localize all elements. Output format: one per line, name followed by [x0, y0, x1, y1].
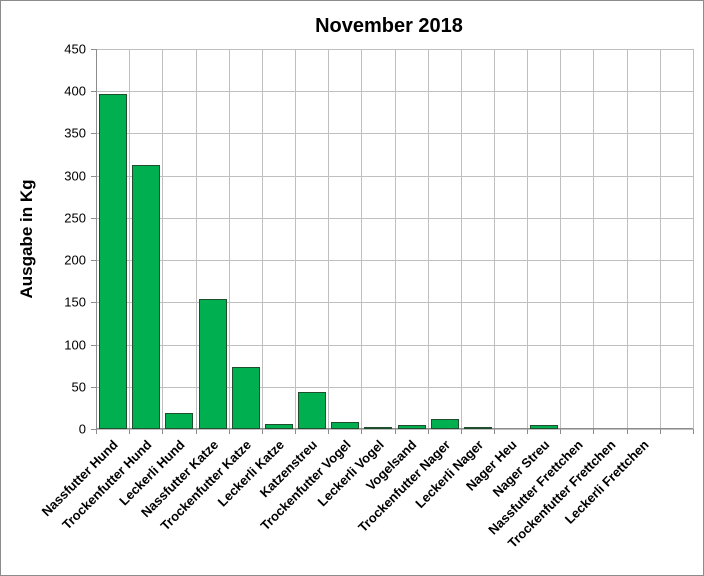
x-tick-mark: [262, 429, 263, 434]
y-tick-mark: [91, 302, 96, 304]
gridline-vertical: [328, 49, 329, 429]
gridline-horizontal: [96, 217, 693, 219]
gridline-vertical: [196, 49, 197, 429]
x-tick-mark: [229, 429, 230, 434]
y-tick-label: 350: [64, 125, 86, 141]
y-axis-label: Ausgabe in Kg: [17, 179, 36, 299]
y-tick-label: 450: [64, 41, 86, 57]
y-tick-mark: [91, 175, 96, 177]
x-tick-mark: [328, 429, 329, 434]
gridline-horizontal: [96, 260, 693, 262]
bar: [331, 422, 360, 429]
bar: [364, 427, 393, 429]
gridline-vertical: [395, 49, 396, 429]
bar: [264, 423, 293, 429]
x-tick-mark: [627, 429, 628, 434]
y-tick-mark: [91, 344, 96, 346]
gridline-vertical: [527, 49, 528, 429]
y-tick-label: 150: [64, 294, 86, 310]
gridline-vertical: [461, 49, 462, 429]
gridline-horizontal: [96, 386, 693, 388]
x-tick-mark: [560, 429, 561, 434]
bar: [430, 418, 459, 429]
gridline-horizontal: [96, 344, 693, 346]
bar: [165, 412, 194, 429]
y-axis-line: [96, 49, 97, 429]
bar: [298, 391, 327, 429]
x-tick-mark: [162, 429, 163, 434]
gridline-vertical: [494, 49, 495, 429]
gridline-vertical: [660, 49, 661, 429]
y-tick-mark: [91, 91, 96, 93]
y-tick-label: 200: [64, 252, 86, 268]
gridline-vertical: [361, 49, 362, 429]
y-tick-label: 400: [64, 83, 86, 99]
y-tick-mark: [91, 386, 96, 388]
x-tick-mark: [295, 429, 296, 434]
gridline-vertical: [560, 49, 561, 429]
bar: [198, 298, 227, 429]
y-tick-mark: [91, 49, 96, 50]
y-tick-label: 0: [78, 421, 86, 437]
chart-title: November 2018: [315, 15, 463, 37]
gridline-vertical: [129, 49, 130, 429]
gridline-horizontal: [96, 175, 693, 177]
gridline-vertical: [593, 49, 594, 429]
x-tick-mark: [693, 429, 694, 434]
x-tick-mark: [196, 429, 197, 434]
y-tick-mark: [91, 260, 96, 262]
x-tick-mark: [660, 429, 661, 434]
x-tick-mark: [129, 429, 130, 434]
x-tick-mark: [395, 429, 396, 434]
y-tick-label: 300: [64, 168, 86, 184]
gridline-vertical: [428, 49, 429, 429]
gridline-vertical: [262, 49, 263, 429]
y-tick-mark: [91, 429, 96, 430]
gridline-horizontal: [96, 429, 693, 430]
y-tick-mark: [91, 217, 96, 219]
x-tick-mark: [461, 429, 462, 434]
gridline-horizontal: [96, 302, 693, 304]
y-tick-mark: [91, 133, 96, 135]
gridline-vertical: [162, 49, 163, 429]
bar: [463, 427, 492, 429]
gridline-vertical: [627, 49, 628, 429]
bar: [132, 164, 161, 429]
bar: [530, 424, 559, 429]
x-tick-mark: [527, 429, 528, 434]
gridline-vertical: [229, 49, 230, 429]
bar: [397, 424, 426, 429]
x-tick-mark: [361, 429, 362, 434]
bar: [231, 366, 260, 429]
x-tick-mark: [593, 429, 594, 434]
x-tick-mark: [494, 429, 495, 434]
y-tick-label: 50: [71, 379, 86, 395]
gridline-horizontal: [96, 133, 693, 135]
x-tick-mark: [96, 429, 97, 434]
x-axis-line: [96, 428, 693, 429]
gridline-vertical: [693, 49, 694, 429]
gridline-horizontal: [96, 49, 693, 50]
gridline-horizontal: [96, 91, 693, 93]
bar: [99, 93, 128, 429]
y-tick-label: 250: [64, 210, 86, 226]
plot-area: 0 50 100 150 200 250 300 350 400 450: [64, 42, 694, 437]
x-tick-mark: [428, 429, 429, 434]
gridline-vertical: [295, 49, 296, 429]
y-tick-label: 100: [64, 337, 86, 353]
